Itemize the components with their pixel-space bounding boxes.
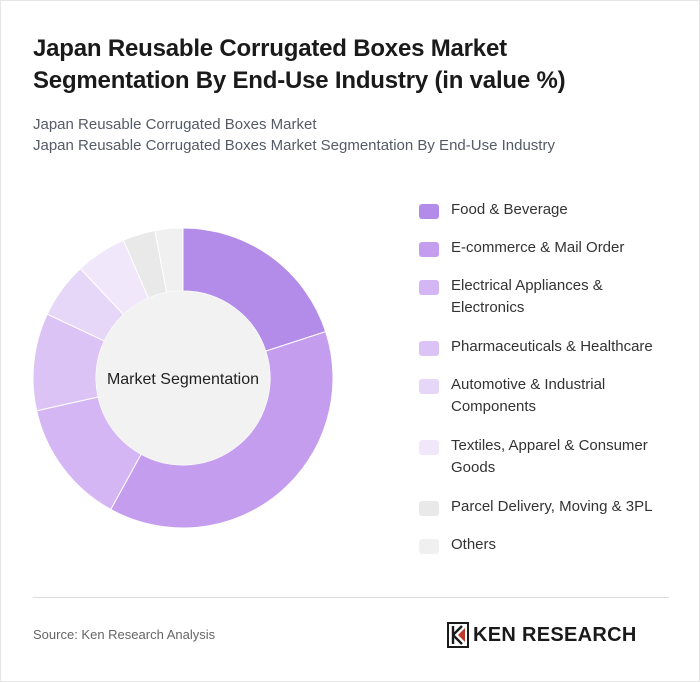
ken-research-logo: KEN RESEARCH [447, 621, 637, 649]
legend-label: Pharmaceuticals & Healthcare [451, 338, 653, 355]
legend-item[interactable]: Automotive & Industrial Components [419, 374, 679, 418]
legend-swatch [419, 242, 439, 257]
donut-chart: Market Segmentation [32, 227, 334, 529]
donut-center-label: Market Segmentation [107, 371, 259, 388]
legend-item[interactable]: Textiles, Apparel & Consumer Goods [419, 435, 679, 479]
legend-label: Food & Beverage [451, 201, 568, 218]
legend-item[interactable]: E-commerce & Mail Order [419, 237, 679, 259]
ken-research-logo-icon [447, 622, 469, 648]
legend-swatch [419, 341, 439, 356]
legend-swatch [419, 280, 439, 295]
breadcrumb-line-1: Japan Reusable Corrugated Boxes Market [33, 116, 317, 133]
legend-item[interactable]: Parcel Delivery, Moving & 3PL [419, 496, 679, 518]
breadcrumb-line-2: Japan Reusable Corrugated Boxes Market S… [33, 137, 555, 154]
legend-label: Parcel Delivery, Moving & 3PL [451, 498, 653, 515]
legend-label: Others [451, 536, 497, 553]
legend-item[interactable]: Others [419, 534, 679, 556]
legend-label: Automotive & Industrial Components [451, 376, 606, 415]
legend-item[interactable]: Pharmaceuticals & Healthcare [419, 336, 679, 358]
legend-item[interactable]: Electrical Appliances & Electronics [419, 275, 679, 319]
breadcrumb: Japan Reusable Corrugated Boxes Market J… [33, 114, 673, 156]
divider [33, 597, 669, 598]
donut-center [96, 291, 270, 465]
legend-swatch [419, 379, 439, 394]
legend-swatch [419, 440, 439, 455]
legend-swatch [419, 501, 439, 516]
legend-swatch [419, 539, 439, 554]
legend-swatch [419, 204, 439, 219]
chart-legend: Food & Beverage E-commerce & Mail Order El… [419, 199, 679, 556]
ken-research-logo-text: KEN RESEARCH [473, 623, 637, 646]
legend-label: E-commerce & Mail Order [451, 239, 625, 256]
legend-item[interactable]: Food & Beverage [419, 199, 679, 221]
source-note: Source: Ken Research Analysis [33, 627, 216, 642]
chart-title: Japan Reusable Corrugated Boxes Market S… [33, 35, 566, 94]
legend-label: Textiles, Apparel & Consumer Goods [451, 437, 648, 476]
legend-label: Electrical Appliances & Electronics [451, 277, 603, 316]
